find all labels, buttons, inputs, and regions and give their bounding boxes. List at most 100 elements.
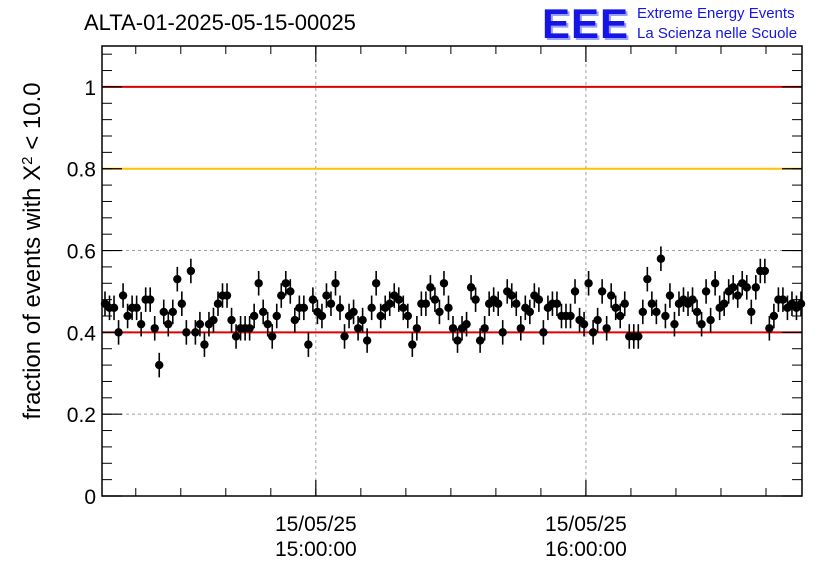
data-point — [304, 340, 313, 349]
data-point — [258, 307, 268, 317]
x-tick-time-label: 15:00:00 — [275, 538, 357, 561]
data-point — [132, 303, 141, 313]
data-point — [268, 332, 277, 341]
data-point — [367, 303, 376, 313]
data-point — [539, 328, 548, 337]
logo-letters: EEE — [542, 0, 630, 47]
data-point — [729, 283, 738, 292]
data-point — [403, 311, 413, 321]
data-point — [399, 303, 408, 313]
data-point — [620, 299, 629, 308]
data-point — [475, 336, 485, 345]
data-point — [466, 283, 476, 292]
data-point — [643, 274, 652, 284]
data-point — [308, 295, 318, 304]
data-point — [719, 299, 729, 308]
data-point — [512, 299, 521, 308]
data-point — [742, 283, 751, 292]
eee-logo: EEE Extreme Energy Events La Scienza nel… — [542, 2, 832, 46]
data-point — [751, 283, 761, 292]
data-point — [552, 299, 562, 308]
data-point — [358, 315, 367, 325]
data-point — [385, 299, 394, 308]
x-tick-date-label: 15/05/25 — [545, 513, 627, 536]
data-point — [480, 324, 489, 333]
data-point — [249, 311, 259, 321]
data-point — [670, 319, 679, 329]
data-point — [231, 332, 241, 341]
data-point — [652, 307, 661, 317]
data-point — [182, 328, 191, 337]
data-point — [245, 324, 254, 333]
data-point — [408, 340, 417, 349]
x-tick-time-label: 16:00:00 — [545, 538, 627, 561]
data-point — [498, 328, 507, 337]
data-point — [123, 311, 132, 321]
data-point — [335, 303, 345, 313]
data-point — [371, 279, 381, 288]
y-tick-label: 0.8 — [67, 159, 96, 182]
data-point — [710, 279, 720, 288]
y-axis-title: fraction of events with X2 < 10.0 — [19, 82, 47, 419]
x-tick-date-label: 15/05/25 — [275, 513, 357, 536]
data-point — [227, 315, 236, 325]
data-points — [100, 246, 806, 378]
data-point — [155, 360, 164, 370]
data-point — [426, 283, 435, 292]
data-point — [597, 287, 607, 296]
data-point — [593, 315, 602, 325]
chart-title: ALTA-01-2025-05-15-00025 — [84, 10, 356, 35]
axis-ticks — [102, 46, 802, 497]
data-point — [606, 291, 616, 300]
data-point — [118, 291, 128, 300]
data-point — [706, 315, 715, 325]
data-point — [584, 279, 593, 288]
y-tick-label: 0.6 — [67, 241, 96, 264]
data-point — [688, 295, 697, 304]
reference-lines — [102, 85, 802, 334]
y-tick-label: 1 — [84, 77, 96, 100]
data-point — [665, 291, 675, 300]
data-point — [493, 299, 503, 308]
data-point — [286, 287, 295, 296]
data-point — [394, 295, 403, 304]
data-point — [272, 311, 281, 321]
data-point — [159, 307, 168, 317]
data-point — [616, 311, 625, 321]
data-point — [656, 254, 666, 263]
data-point — [340, 332, 349, 341]
data-point — [195, 319, 205, 329]
data-point — [747, 307, 756, 317]
data-point — [281, 279, 290, 288]
data-point — [200, 340, 209, 349]
data-point — [421, 299, 431, 308]
data-point — [168, 307, 177, 317]
data-point — [692, 307, 702, 317]
data-point — [349, 307, 358, 317]
data-point — [462, 319, 471, 329]
data-point — [222, 291, 232, 300]
data-point — [507, 291, 516, 300]
data-point — [733, 291, 742, 300]
data-point — [534, 295, 544, 304]
data-point — [638, 307, 648, 317]
data-point — [448, 324, 458, 333]
data-point — [177, 299, 187, 308]
data-point — [173, 274, 182, 284]
data-point — [453, 336, 462, 345]
data-point — [326, 299, 336, 308]
data-point — [209, 315, 218, 325]
data-point — [254, 279, 263, 288]
data-point — [588, 328, 598, 337]
logo-subtitle-line1: Extreme Energy Events — [637, 5, 795, 22]
y-axis-title-superscript: 2 — [19, 156, 36, 164]
data-point — [136, 319, 146, 329]
data-point — [778, 295, 788, 304]
logo-subtitle-line2: La Scienza nelle Scuole — [637, 25, 798, 42]
data-point — [647, 299, 657, 308]
data-point — [661, 311, 670, 321]
data-point — [150, 324, 159, 333]
data-point — [611, 303, 620, 313]
data-point — [277, 291, 286, 300]
